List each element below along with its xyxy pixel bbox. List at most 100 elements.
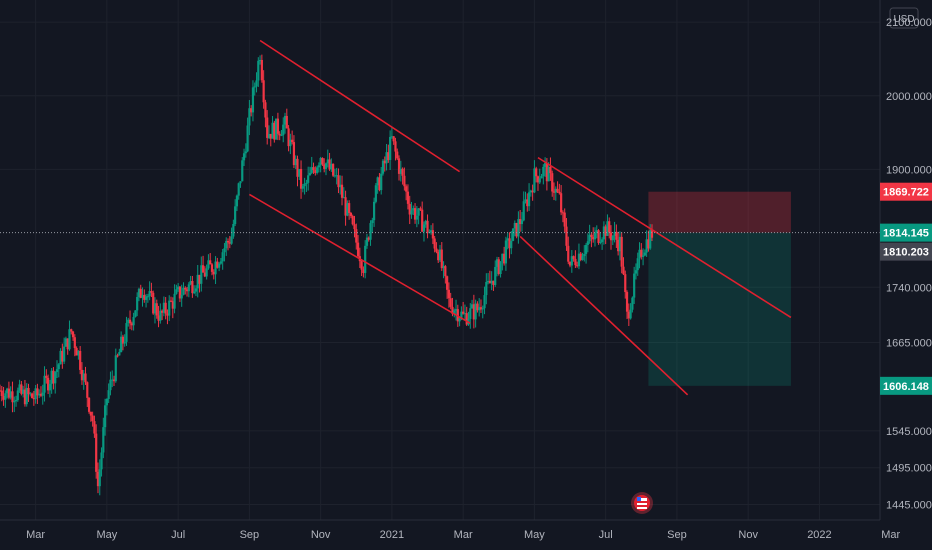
candle-body <box>622 266 625 275</box>
candle-body <box>298 168 301 177</box>
candle-body <box>157 315 160 321</box>
candle-body <box>269 133 272 139</box>
candle-body <box>504 240 508 264</box>
trend-lines[interactable] <box>248 39 792 396</box>
candle-body <box>57 364 60 370</box>
candle-body <box>168 300 171 316</box>
trend-line[interactable] <box>519 235 689 396</box>
candle-body <box>483 295 486 309</box>
trend-line[interactable] <box>248 193 471 325</box>
candle-body <box>150 291 153 293</box>
candle-body <box>570 256 573 266</box>
candle-body <box>544 163 547 167</box>
candle-body <box>399 168 402 174</box>
candle-body <box>141 294 144 298</box>
price-tick-label: 1495.000 <box>886 463 932 475</box>
candle-body <box>287 128 290 147</box>
candle-body <box>472 304 475 320</box>
candle-body <box>219 261 222 264</box>
short-position-tool[interactable] <box>648 191 791 386</box>
candle-body <box>490 280 493 284</box>
candle-body <box>356 242 360 257</box>
candle-body <box>29 393 32 395</box>
candle-body <box>649 230 652 249</box>
candle-body <box>486 280 490 282</box>
candle-body <box>365 237 369 246</box>
trend-line[interactable] <box>537 156 792 319</box>
candle-body <box>501 253 504 262</box>
candle-body <box>52 370 55 384</box>
candle-body <box>636 258 639 271</box>
candle-body <box>98 469 101 487</box>
candle-body <box>214 261 217 275</box>
price-axis-ticks: 2100.000 2000.000 1900.000 1740.000 1665.000… <box>886 17 932 511</box>
candle-body <box>184 287 187 290</box>
candle-body <box>629 309 632 319</box>
candles <box>0 54 654 496</box>
candle-body <box>469 308 472 319</box>
candle-body <box>408 203 411 215</box>
candle-body <box>371 220 374 224</box>
candle-body <box>535 168 538 177</box>
candle-body <box>102 427 105 453</box>
candle-body <box>280 135 283 137</box>
candle-body <box>237 183 240 196</box>
candle-body <box>599 241 602 243</box>
time-axis-panel[interactable] <box>0 520 932 550</box>
candle-body <box>96 471 100 487</box>
candle-body <box>601 239 604 242</box>
price-tags: 1869.722 1814.145 1810.203 1606.148 <box>880 182 932 395</box>
candle-body <box>581 256 584 260</box>
candle-body <box>522 201 525 221</box>
candle-body <box>449 298 452 307</box>
candle-body <box>406 191 410 204</box>
candle-body <box>586 241 589 245</box>
candle-body <box>75 348 78 356</box>
stop-loss-zone[interactable] <box>648 191 791 233</box>
candle-body <box>460 311 463 319</box>
candle-body <box>339 184 342 188</box>
candle-body <box>554 188 557 193</box>
candle-body <box>159 310 162 321</box>
candle-body <box>205 268 208 277</box>
candle-body <box>422 224 426 232</box>
trend-line[interactable] <box>259 39 461 173</box>
currency-badge[interactable] <box>889 7 919 29</box>
candle-body <box>226 240 230 243</box>
candle-body <box>551 173 554 192</box>
candle-body <box>328 159 331 170</box>
candle-body <box>54 371 57 384</box>
candle-body <box>549 166 552 174</box>
candle-body <box>144 296 148 300</box>
candle-body <box>23 389 27 405</box>
candle-body <box>595 230 598 234</box>
candle-body <box>200 265 203 284</box>
us-flag-event-icon[interactable] <box>631 492 653 514</box>
time-tick-label: Mar <box>881 529 900 541</box>
candle-body <box>153 303 157 314</box>
candle-body <box>474 303 477 320</box>
candle-body <box>77 350 80 356</box>
candle-body <box>71 331 75 338</box>
candle-body <box>565 226 568 246</box>
candle-body <box>387 152 390 161</box>
candle-body <box>643 252 646 256</box>
candle-body <box>169 300 173 302</box>
candle-body <box>262 80 265 103</box>
candle-body <box>413 208 417 220</box>
candle-body <box>552 191 556 193</box>
take-profit-zone[interactable] <box>648 232 791 386</box>
candle-body <box>617 239 620 252</box>
candle-body <box>326 159 329 164</box>
candle-body <box>114 355 117 382</box>
candle-body <box>203 272 206 277</box>
candle-body <box>324 163 328 169</box>
price-tag <box>880 223 932 242</box>
price-tag <box>880 376 932 395</box>
candle-body <box>187 284 190 292</box>
price-tag <box>880 182 932 201</box>
price-tick-label: 1445.000 <box>886 500 932 512</box>
candle-body <box>196 274 199 289</box>
candle-body <box>264 102 267 118</box>
